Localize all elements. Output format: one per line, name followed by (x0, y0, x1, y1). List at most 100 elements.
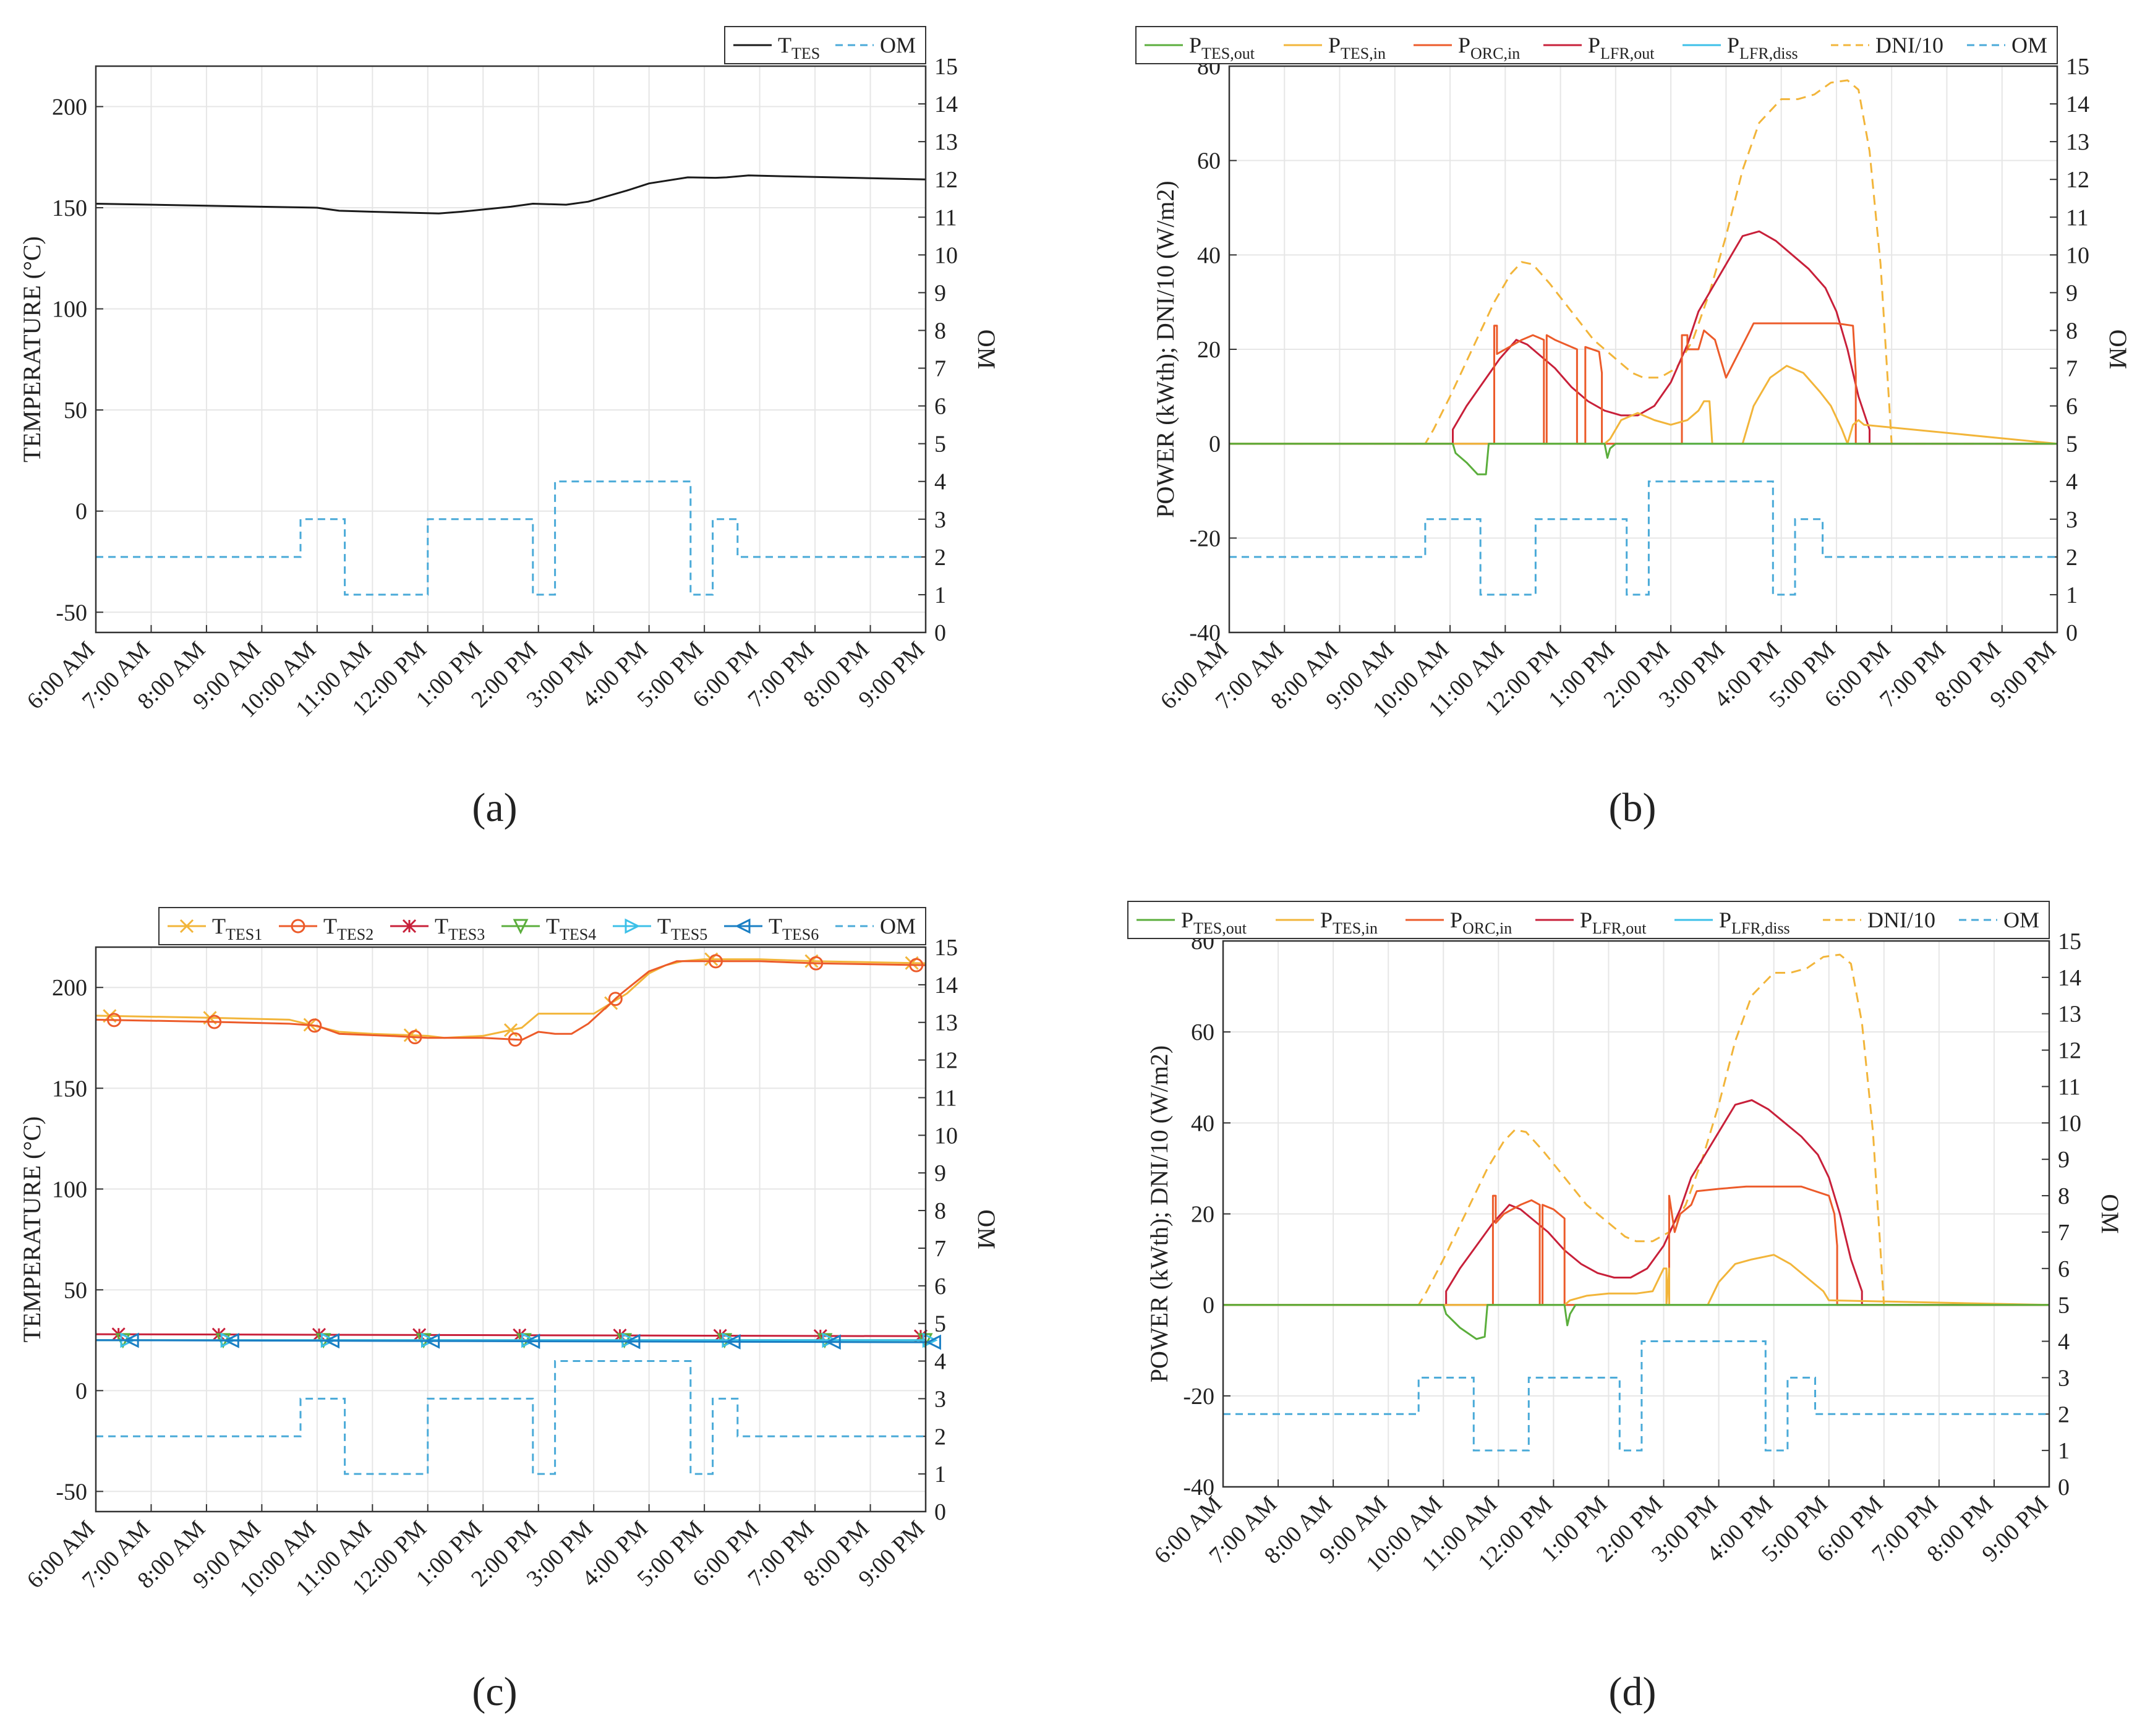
panel-c-legend-ttes4-subscript: TES4 (560, 925, 596, 943)
panel-c-series-t-tes2-marker (909, 958, 924, 972)
panel-c-series-t-tes6-marker (926, 1334, 941, 1350)
panel-a-series-om (96, 480, 926, 596)
panel-b-legend-plfr-diss-subscript: LFR,diss (1739, 45, 1798, 62)
panel-c-y2-tick-label: 9 (934, 1160, 946, 1186)
panel-c-y2-tick-label: 7 (934, 1236, 946, 1262)
panel-d-legend-ptes-out-label: PTES,out (1181, 908, 1247, 937)
panel-c-plot-area (96, 947, 926, 1512)
panel-d-y2-tick-label: 7 (2058, 1220, 2070, 1246)
panel-a-y2-tick-label: 5 (934, 432, 946, 457)
panel-c-series-t-tes6-marker (424, 1333, 440, 1349)
panel-c-y-tick-label: -50 (56, 1479, 87, 1505)
panel-c-legend-ttes4-marker (513, 919, 529, 935)
panel-c-legend-ttes6-marker (735, 918, 751, 934)
panel-c-y-tick-label: 200 (52, 975, 87, 1001)
panel-a-y2-tick-label: 4 (934, 469, 946, 495)
panel-b-y-axis-label: POWER (kWth); DNI/10 (W/m2) (1151, 181, 1179, 517)
panel-c-legend-ttes5-marker (625, 918, 641, 934)
panel-a-y-tick-label: -50 (56, 600, 87, 626)
panel-c-series-t-tes6-marker (324, 1333, 339, 1349)
panel-a-y2-tick-label: 12 (934, 167, 958, 193)
panel-d-series-p-tes-out (1223, 1304, 2049, 1340)
panel-c-y2-axis-label: OM (973, 1209, 1000, 1249)
panel-b-y2-tick-label: 10 (2066, 242, 2089, 268)
panel-b-series-dni-10 (1229, 79, 2057, 445)
panel-c-series-t-tes2-marker (407, 1030, 422, 1045)
panel-a-y2-tick-label: 3 (934, 507, 946, 533)
panel-d-y2-tick-label: 2 (2058, 1402, 2070, 1428)
panel-c-y2-tick-label: 3 (934, 1386, 946, 1412)
panel-c-y2-tick-label: 5 (934, 1311, 946, 1337)
panel-c-series-t-tes2-marker (508, 1032, 523, 1047)
panel-d-legend-plfr-out-subscript: LFR,out (1592, 919, 1647, 937)
panel-d-legend-dni-10-label: DNI/10 (1867, 908, 1935, 932)
panel-c-y-tick-label: 0 (75, 1378, 87, 1404)
panel-b-y-tick-label: 20 (1197, 337, 1221, 363)
panel-d-y2-tick-label: 10 (2058, 1110, 2081, 1136)
panel-d-legend-plfr-diss-label: PLFR,diss (1719, 908, 1790, 937)
panel-b-y2-tick-label: 9 (2066, 280, 2078, 306)
panel-c-y2-tick-label: 13 (934, 1010, 958, 1036)
panel-d-legend-porc-in-subscript: ORC,in (1462, 919, 1512, 937)
panel-b-y2-tick-label: 5 (2066, 432, 2078, 457)
panel-d-series-dni-10 (1223, 953, 2049, 1306)
panel-a-y-axis-label: TEMPERATURE (°C) (18, 236, 46, 462)
panel-b-series-p-orc-in (1229, 322, 2057, 445)
panel-d-y2-tick-label: 12 (2058, 1038, 2081, 1064)
panel-a-y2-tick-label: 2 (934, 545, 946, 571)
panel-a-y-tick-label: 100 (52, 297, 87, 323)
panel-b-y-tick-label: 0 (1209, 432, 1221, 457)
panel-c-series-t-tes2-marker (608, 992, 623, 1006)
panel-c-legend-ttes3-subscript: TES3 (448, 925, 485, 943)
panel-d-legend-ptes-in-subscript: TES,in (1333, 919, 1378, 937)
panel-d-y2-tick-label: 5 (2058, 1293, 2070, 1319)
panel-d-y2-tick-label: 13 (2058, 1002, 2081, 1028)
panel-b-legend-porc-in-subscript: ORC,in (1470, 45, 1520, 62)
panel-d-axes-frame (1222, 940, 2050, 1488)
panel-a-plot-area (96, 66, 926, 632)
panel-b-y-tick-label: -40 (1189, 620, 1221, 646)
panel-c-series-t-tes6-marker (825, 1334, 841, 1350)
panel-b-y2-tick-label: 14 (2066, 91, 2089, 117)
panel-b-y2-tick-label: 13 (2066, 129, 2089, 155)
panel-a-y2-tick-label: 11 (934, 205, 957, 231)
panel-c-series-t-tes2-marker (207, 1015, 222, 1029)
panel-c-series-t-tes5-marker (521, 1332, 537, 1348)
panel-a-series-t-tes (95, 174, 926, 215)
panel-c-legend-ttes3-marker (402, 919, 417, 934)
panel-d-y2-tick-label: 3 (2058, 1365, 2070, 1391)
panel-b-y-tick-label: 40 (1197, 242, 1221, 268)
panel-c-legend-ttes5-subscript: TES5 (671, 925, 707, 943)
panel-b-series-om (1229, 480, 2057, 596)
panel-b-y2-axis-label: OM (2104, 330, 2132, 369)
panel-b-y2-tick-label: 7 (2066, 356, 2078, 382)
panel-d-y-tick-label: 60 (1191, 1019, 1214, 1045)
panel-c-series-t-tes6-marker (725, 1334, 741, 1350)
panel-b-y2-tick-label: 15 (2066, 54, 2089, 80)
panel-label-d: (d) (1609, 1669, 1657, 1714)
panel-c-y2-tick-label: 14 (934, 972, 958, 998)
panel-c-series-om (96, 1360, 926, 1475)
panel-a-y-tick-label: 150 (52, 195, 87, 221)
panel-a-y-tick-label: 0 (75, 499, 87, 525)
panel-a-y2-axis-label: OM (973, 330, 1000, 369)
panel-b-y2-tick-label: 0 (2066, 620, 2078, 646)
panel-c-y2-tick-label: 11 (934, 1085, 957, 1111)
panel-a-y-tick-label: 200 (52, 94, 87, 120)
panel-d-series-p-tes-in (1223, 1254, 2050, 1306)
panel-a-legend-ttes-subscript: TES (791, 45, 820, 62)
panel-a-y2-tick-label: 9 (934, 280, 946, 306)
panel-c-legend-ttes1-marker (179, 919, 194, 934)
panel-c-legend-ttes2-subscript: TES2 (337, 925, 373, 943)
panel-c-series-t-tes1 (95, 958, 926, 1039)
panel-c-series-t-tes2 (95, 960, 926, 1041)
panel-d-y-tick-label: -20 (1183, 1384, 1214, 1410)
panel-b-legend-ptes-out-subscript: TES,out (1201, 45, 1255, 62)
panel-d-y2-tick-label: 6 (2058, 1256, 2070, 1282)
panel-a-y2-tick-label: 0 (934, 620, 946, 646)
panel-c-legend-ttes6-subscript: TES6 (782, 925, 819, 943)
panel-c-y-tick-label: 100 (52, 1176, 87, 1202)
panel-a-y2-tick-label: 13 (934, 129, 958, 155)
panel-a-legend-om-label: OM (880, 33, 916, 57)
